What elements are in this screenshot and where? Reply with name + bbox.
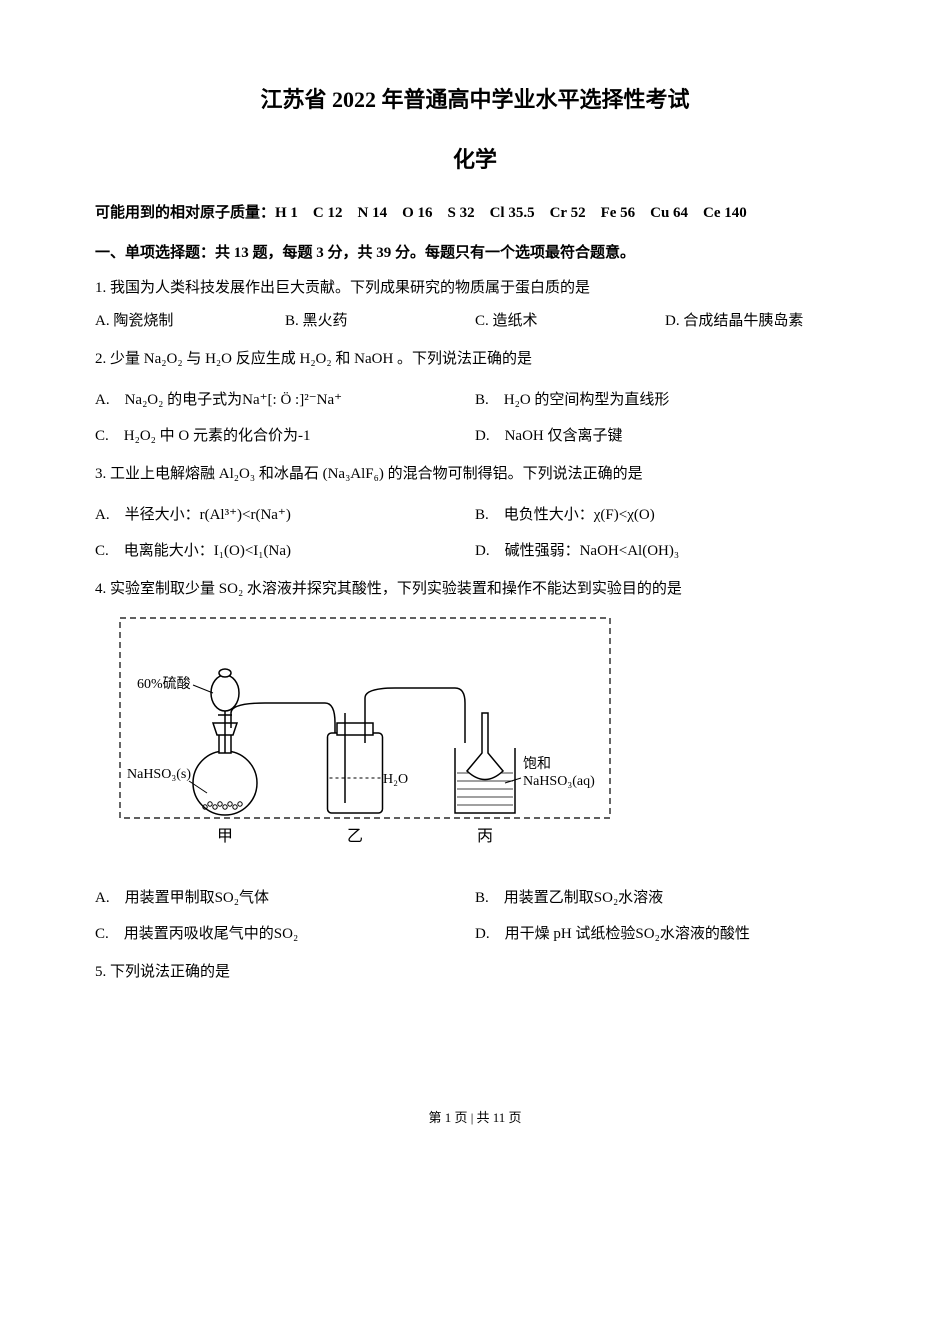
q4-d-so2: SO₂: [635, 921, 659, 948]
title-sub: 化学: [95, 140, 855, 180]
q4-b-suffix: 水溶液: [618, 885, 663, 912]
q2-opt-a: A. Na₂O₂ 的电子式为 Na⁺[: Ö :]²⁻Na⁺: [95, 385, 475, 417]
q3-d-pre: D. 碱性强弱：: [475, 538, 580, 565]
diagram-svg: 60%硫酸 NaHSO₃(s) 甲 H₂O 乙 饱和 NaHSO₃(aq) 丙: [115, 613, 615, 863]
q3-na3alf6: (Na₃AlF₆): [323, 466, 384, 482]
q2-stem-mid3: 和 NaOH 。下列说法正确的是: [335, 351, 532, 367]
q2-opt-d: D. NaOH 仅含离子键: [475, 421, 855, 453]
q1-stem: 1. 我国为人类科技发展作出巨大贡献。下列成果研究的物质属于蛋白质的是: [95, 275, 855, 302]
svg-text:乙: 乙: [347, 828, 363, 845]
q4-opt-d: D. 用干燥 pH 试纸检验 SO₂ 水溶液的酸性: [475, 919, 855, 951]
q1-opt-b: B. 黑火药: [285, 306, 475, 338]
q4-a-so2: SO₂: [215, 885, 239, 912]
question-1: 1. 我国为人类科技发展作出巨大贡献。下列成果研究的物质属于蛋白质的是 A. 陶…: [95, 275, 855, 338]
q4-stem: 4. 实验室制取少量 SO₂ 水溶液并探究其酸性，下列实验装置和操作不能达到实验…: [95, 576, 855, 603]
q4-c-pre: C. 用装置丙吸收尾气中的: [95, 921, 274, 948]
page-footer: 第 1 页 | 共 11 页: [95, 1106, 855, 1129]
q2-stem: 2. 少量 Na₂O₂ 与 H₂O 反应生成 H₂O₂ 和 NaOH 。下列说法…: [95, 346, 855, 373]
q5-stem: 5. 下列说法正确的是: [95, 959, 855, 986]
q3-stem-suffix: 的混合物可制得铝。下列说法正确的是: [388, 466, 643, 482]
svg-text:饱和: 饱和: [523, 756, 551, 772]
q4-opt-c: C. 用装置丙吸收尾气中的 SO₂: [95, 919, 475, 951]
q4-a-suffix: 气体: [239, 885, 269, 912]
question-2: 2. 少量 Na₂O₂ 与 H₂O 反应生成 H₂O₂ 和 NaOH 。下列说法…: [95, 346, 855, 453]
q4-stem-suffix: 水溶液并探究其酸性，下列实验装置和操作不能达到实验目的的是: [247, 581, 682, 597]
q2-h2o: H₂O: [205, 351, 232, 367]
q3-c-formula: I₁(O)<I₁(Na): [214, 538, 291, 565]
q2-na2o2: Na₂O₂: [144, 351, 183, 367]
title-main: 江苏省 2022 年普通高中学业水平选择性考试: [95, 80, 855, 120]
q3-opt-a: A. 半径大小： r(Al³⁺)<r(Na⁺): [95, 500, 475, 532]
q3-opt-d: D. 碱性强弱： NaOH<Al(OH)₃: [475, 536, 855, 568]
question-3: 3. 工业上电解熔融 Al₂O₃ 和冰晶石 (Na₃AlF₆) 的混合物可制得铝…: [95, 461, 855, 568]
question-4: 4. 实验室制取少量 SO₂ 水溶液并探究其酸性，下列实验装置和操作不能达到实验…: [95, 576, 855, 951]
q3-a-formula: r(Al³⁺)<r(Na⁺): [200, 502, 291, 529]
q3-stem-mid1: 和冰晶石: [259, 466, 319, 482]
q2-stem-mid1: 与: [186, 351, 201, 367]
q3-c-pre: C. 电离能大小：: [95, 538, 214, 565]
svg-text:NaHSO₃(aq): NaHSO₃(aq): [523, 774, 595, 789]
q3-b-pre: B. 电负性大小：: [475, 502, 594, 529]
apparatus-diagram: 60%硫酸 NaHSO₃(s) 甲 H₂O 乙 饱和 NaHSO₃(aq) 丙: [115, 613, 855, 873]
q4-stem-prefix: 4. 实验室制取少量: [95, 581, 215, 597]
q2-stem-mid2: 反应生成: [236, 351, 296, 367]
q4-b-pre: B. 用装置乙制取: [475, 885, 594, 912]
q4-a-pre: A. 用装置甲制取: [95, 885, 215, 912]
q2-a-pre: A. Na₂O₂ 的电子式为: [95, 387, 242, 414]
q3-stem-prefix: 3. 工业上电解熔融: [95, 466, 215, 482]
svg-text:60%硫酸: 60%硫酸: [137, 676, 191, 692]
svg-text:甲: 甲: [217, 828, 233, 845]
q3-a-pre: A. 半径大小：: [95, 502, 200, 529]
q2-opt-c: C. H₂O₂ 中 O 元素的化合价为-1: [95, 421, 475, 453]
q4-d-pre: D. 用干燥 pH 试纸检验: [475, 921, 635, 948]
q2-opt-b: B. H₂O 的空间构型为直线形: [475, 385, 855, 417]
svg-text:NaHSO₃(s): NaHSO₃(s): [127, 767, 191, 782]
section-header: 一、单项选择题：共 13 题，每题 3 分，共 39 分。每题只有一个选项最符合…: [95, 240, 855, 267]
q2-h2o2: H₂O₂: [300, 351, 332, 367]
q4-d-suffix: 水溶液的酸性: [660, 921, 750, 948]
q4-c-so2: SO₂: [274, 921, 298, 948]
q1-opt-a: A. 陶瓷烧制: [95, 306, 285, 338]
q3-opt-b: B. 电负性大小： χ(F)<χ(O): [475, 500, 855, 532]
q2-stem-prefix: 2. 少量: [95, 351, 140, 367]
q3-d-formula: NaOH<Al(OH)₃: [580, 538, 680, 565]
q4-opt-b: B. 用装置乙制取 SO₂ 水溶液: [475, 883, 855, 915]
q4-b-so2: SO₂: [594, 885, 618, 912]
q1-opt-c: C. 造纸术: [475, 306, 665, 338]
svg-text:H₂O: H₂O: [383, 772, 408, 787]
q4-so2: SO₂: [219, 581, 243, 597]
q3-b-formula: χ(F)<χ(O): [594, 502, 655, 529]
q2-a-formula: Na⁺[: Ö :]²⁻Na⁺: [242, 387, 342, 414]
svg-text:丙: 丙: [477, 828, 493, 845]
atomic-mass: 可能用到的相对原子质量：H 1 C 12 N 14 O 16 S 32 Cl 3…: [95, 199, 855, 228]
q1-opt-d: D. 合成结晶牛胰岛素: [665, 306, 855, 338]
q3-opt-c: C. 电离能大小： I₁(O)<I₁(Na): [95, 536, 475, 568]
q3-al2o3: Al₂O₃: [219, 466, 255, 482]
question-5: 5. 下列说法正确的是: [95, 959, 855, 986]
q4-opt-a: A. 用装置甲制取 SO₂ 气体: [95, 883, 475, 915]
q3-stem: 3. 工业上电解熔融 Al₂O₃ 和冰晶石 (Na₃AlF₆) 的混合物可制得铝…: [95, 461, 855, 488]
